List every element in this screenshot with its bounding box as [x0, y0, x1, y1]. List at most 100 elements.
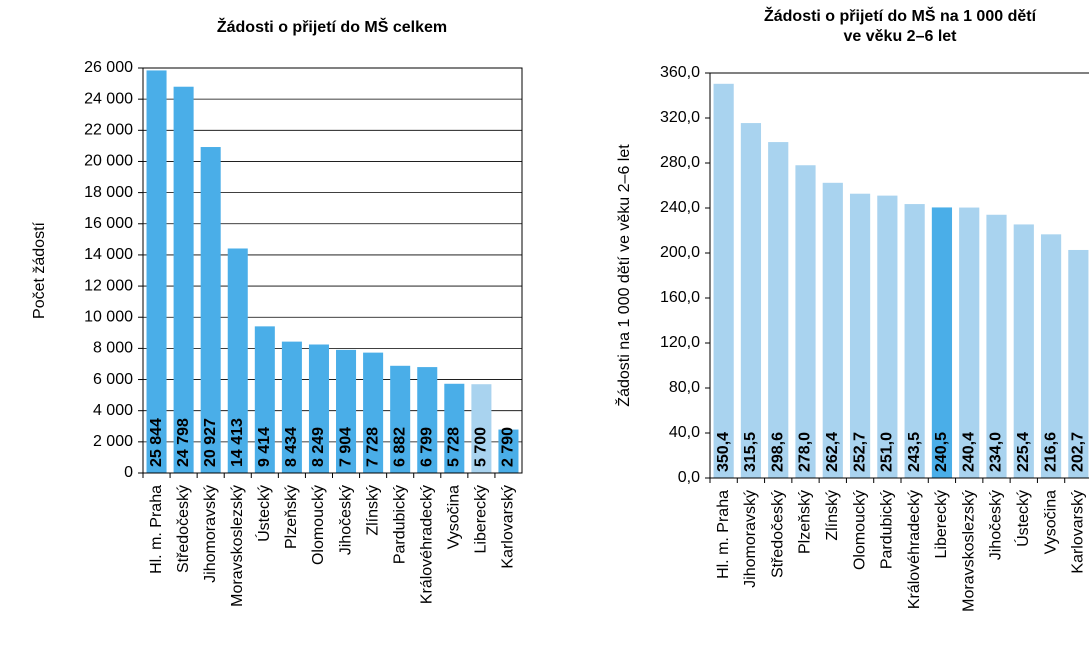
y-axis-label: Počet žádostí	[31, 221, 48, 319]
value-label: 262,4	[824, 432, 841, 472]
bar	[498, 429, 519, 473]
y-tick-label: 6 000	[93, 371, 133, 388]
value-label: 350,4	[715, 432, 732, 472]
x-tick-label: Ústecký	[1013, 490, 1032, 547]
value-label: 8 249	[310, 427, 327, 467]
y-tick-label: 360,0	[660, 64, 700, 81]
x-tick-label: Liberecký	[473, 485, 490, 553]
value-label: 7 728	[364, 427, 381, 467]
x-tick-label: Pardubický	[879, 490, 896, 569]
y-tick-label: 18 000	[84, 184, 133, 201]
x-tick-label: Jihočeský	[337, 485, 354, 555]
y-tick-label: 2 000	[93, 433, 133, 450]
x-tick-label: Olomoucký	[851, 490, 868, 570]
x-tick-label: Olomoucký	[310, 485, 327, 565]
bar	[471, 384, 492, 473]
y-tick-label: 10 000	[84, 308, 133, 325]
y-tick-label: 200,0	[660, 244, 700, 261]
x-tick-label: Moravskoslezský	[229, 485, 246, 607]
bar	[336, 349, 357, 473]
y-tick-label: 0	[124, 464, 133, 481]
x-tick-label: Zlínský	[364, 485, 381, 536]
bar	[904, 204, 925, 478]
bar	[1040, 234, 1062, 478]
x-tick-label: Jihomoravský	[742, 490, 759, 588]
value-label: 9 414	[256, 427, 273, 467]
value-label: 14 413	[229, 418, 246, 467]
y-tick-label: 22 000	[84, 122, 133, 139]
bar	[768, 142, 789, 478]
x-tick-label: Královéhradecký	[418, 485, 435, 604]
x-tick-label: Hl. m. Praha	[148, 485, 165, 574]
bar	[986, 214, 1007, 478]
value-label: 8 434	[283, 427, 300, 467]
x-tick-label: Ústecký	[254, 485, 273, 542]
value-label: 6 799	[418, 427, 435, 467]
bar	[822, 182, 843, 479]
y-tick-label: 16 000	[84, 215, 133, 232]
y-tick-label: 160,0	[660, 289, 700, 306]
x-tick-label: Jihomoravský	[202, 485, 219, 583]
value-label: 278,0	[797, 432, 814, 472]
value-label: 2 790	[500, 427, 517, 467]
y-tick-label: 40,0	[669, 424, 700, 441]
x-tick-label: Liberecký	[933, 490, 950, 558]
bar	[308, 344, 329, 473]
x-tick-label: Zlínský	[824, 490, 841, 541]
value-label: 243,5	[906, 432, 923, 472]
y-tick-label: 80,0	[669, 379, 700, 396]
x-tick-label: Hl. m. Praha	[715, 490, 732, 579]
y-tick-label: 280,0	[660, 154, 700, 171]
y-tick-label: 320,0	[660, 109, 700, 126]
value-label: 7 904	[337, 427, 354, 467]
value-label: 240,4	[960, 432, 977, 472]
bar	[444, 383, 465, 473]
y-tick-label: 0,0	[678, 469, 700, 486]
bar	[173, 86, 194, 474]
y-tick-label: 240,0	[660, 199, 700, 216]
bar	[281, 341, 302, 473]
x-tick-label: Středočeský	[769, 490, 786, 578]
x-tick-label: Pardubický	[391, 485, 408, 564]
y-tick-label: 12 000	[84, 277, 133, 294]
value-label: 202,7	[1070, 432, 1087, 472]
plot-frame	[709, 72, 1089, 479]
bar	[740, 123, 762, 478]
x-tick-label: Vysočina	[446, 485, 463, 549]
y-tick-label: 120,0	[660, 334, 700, 351]
bar	[254, 326, 275, 473]
x-tick-label: Královéhradecký	[906, 490, 923, 609]
value-label: 240,5	[933, 432, 950, 472]
y-tick-label: 24 000	[84, 90, 133, 107]
value-label: 6 882	[391, 427, 408, 467]
value-label: 225,4	[1015, 432, 1032, 472]
value-label: 251,0	[879, 432, 896, 472]
bar	[363, 352, 384, 473]
bar	[795, 165, 816, 478]
value-label: 5 700	[473, 427, 490, 467]
value-label: 315,5	[742, 432, 759, 472]
bar	[959, 207, 980, 479]
bar	[227, 248, 248, 473]
bar	[713, 83, 734, 479]
value-label: 216,6	[1042, 432, 1059, 472]
bar	[200, 147, 221, 473]
y-tick-label: 14 000	[84, 246, 133, 263]
chart-title: Žádosti o přijetí do MŠ na 1 000 dětí	[764, 6, 1037, 25]
y-tick-label: 20 000	[84, 153, 133, 170]
x-tick-label: Středočeský	[175, 485, 192, 573]
value-label: 24 798	[175, 418, 192, 467]
y-axis-label: Žádosti na 1 000 dětí ve věku 2–6 let	[614, 144, 633, 407]
value-label: 25 844	[148, 418, 165, 467]
x-tick-label: Karlovarský	[1070, 490, 1087, 574]
bar	[877, 195, 898, 478]
value-label: 298,6	[769, 432, 786, 472]
plot-frame	[142, 67, 523, 474]
x-tick-label: Jihočeský	[988, 490, 1005, 560]
bar	[417, 367, 438, 473]
bar	[146, 70, 167, 474]
value-label: 252,7	[851, 432, 868, 472]
y-tick-label: 8 000	[93, 340, 133, 357]
bar	[1068, 249, 1089, 478]
